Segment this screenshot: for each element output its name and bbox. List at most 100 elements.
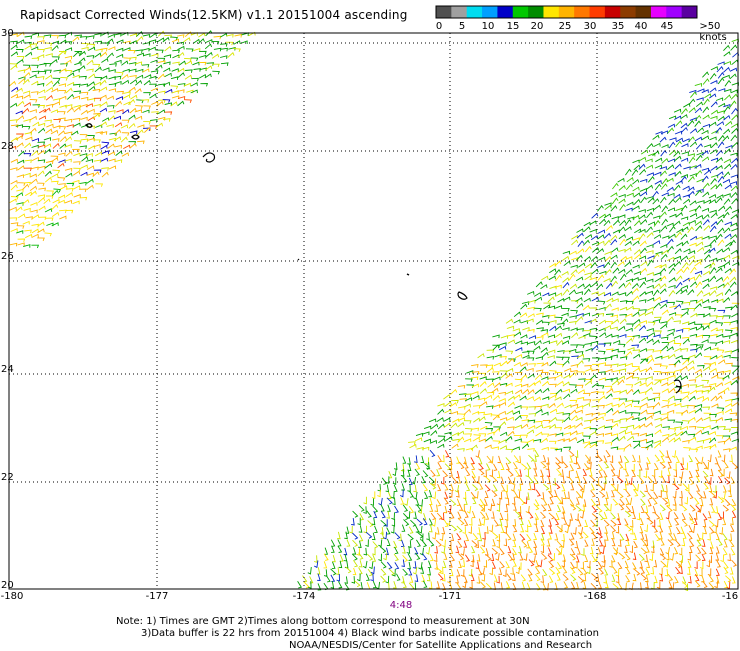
wind-barb — [505, 382, 513, 387]
wind-barb — [531, 482, 536, 491]
wind-barb — [661, 192, 669, 197]
wind-barb — [486, 349, 495, 354]
wind-barb — [710, 315, 718, 319]
wind-barb — [561, 533, 565, 542]
wind-barb — [662, 433, 670, 438]
wind-barb — [689, 165, 697, 169]
wind-barb — [366, 582, 371, 590]
wind-barb — [674, 170, 682, 177]
wind-barb — [675, 231, 683, 238]
wind-barb — [498, 398, 506, 402]
wind-barb — [53, 125, 61, 129]
wind-barb — [554, 332, 563, 338]
wind-barb — [491, 387, 499, 393]
wind-barb — [193, 47, 201, 52]
wind-barb — [149, 83, 157, 88]
wind-barb — [15, 206, 23, 212]
wind-barb — [163, 61, 171, 66]
wind-barb — [604, 442, 613, 446]
wind-barb — [653, 491, 659, 499]
wind-barb — [548, 512, 555, 520]
wind-barb — [302, 575, 308, 583]
wind-barb — [653, 440, 662, 444]
wind-barb — [696, 384, 704, 389]
wind-barb — [597, 229, 606, 234]
wind-barb — [645, 366, 653, 373]
wind-barb — [730, 185, 738, 192]
wind-barb — [491, 475, 498, 483]
wind-barb — [716, 248, 724, 254]
wind-barb — [25, 136, 33, 141]
wind-barb — [574, 513, 579, 522]
wind-barb — [662, 399, 670, 404]
wind-barb — [612, 229, 621, 234]
wind-barb — [646, 278, 654, 283]
wind-barb — [436, 417, 444, 422]
wind-barb — [710, 80, 718, 85]
wind-barb — [596, 505, 603, 513]
wind-barb — [722, 340, 731, 344]
wind-barb — [729, 446, 737, 451]
wind-barb — [654, 379, 662, 386]
wind-barb — [701, 150, 709, 156]
wind-barb — [681, 240, 689, 247]
wind-barb — [723, 193, 731, 197]
wind-barb — [590, 546, 594, 555]
wind-barb — [584, 380, 593, 386]
wind-barb — [731, 227, 739, 232]
wind-barb — [666, 499, 671, 507]
wind-barb — [533, 462, 537, 470]
wind-barb — [611, 247, 619, 253]
wind-barb — [601, 560, 606, 568]
wind-barb — [554, 269, 561, 276]
wind-barb — [143, 127, 152, 133]
wind-barb — [31, 80, 39, 86]
wind-barb — [514, 424, 522, 429]
wind-barb — [569, 436, 577, 442]
wind-barb — [638, 156, 647, 162]
wind-barb — [688, 517, 695, 525]
wind-barb — [406, 546, 411, 554]
wind-barb — [646, 143, 654, 150]
wind-barb — [667, 381, 676, 386]
wind-barb — [22, 220, 30, 225]
wind-barb — [524, 524, 529, 533]
wind-barb — [673, 503, 677, 512]
wind-barb — [456, 489, 460, 498]
wind-barb — [38, 144, 46, 149]
wind-barb — [502, 569, 507, 578]
wind-barb — [668, 339, 676, 344]
wind-barb — [557, 562, 563, 570]
wind-barb — [164, 111, 173, 115]
wind-barb — [433, 554, 438, 563]
wind-barb — [407, 463, 412, 471]
wind-barb — [78, 57, 86, 64]
wind-barb — [699, 568, 703, 577]
wind-barb — [468, 518, 473, 526]
wind-barb — [717, 512, 722, 521]
wind-barb — [114, 122, 123, 128]
wind-barb — [157, 57, 166, 62]
wind-barb — [505, 561, 510, 569]
scale-label: 0 — [435, 21, 443, 32]
wind-barb — [631, 377, 640, 381]
wind-barb — [666, 316, 674, 323]
wind-barb — [689, 333, 698, 338]
wind-barb — [668, 519, 673, 528]
wind-barb — [121, 132, 130, 136]
wind-barb — [37, 228, 45, 234]
wind-barb — [611, 422, 619, 429]
wind-barb — [151, 101, 159, 105]
wind-barb — [646, 560, 650, 568]
wind-barb — [715, 340, 724, 344]
wind-barb — [689, 389, 698, 395]
wind-barb — [493, 376, 501, 381]
wind-barb — [723, 580, 729, 589]
wind-barb — [646, 338, 654, 344]
wind-barb — [702, 461, 708, 470]
wind-barb — [687, 405, 696, 409]
wind-barb — [680, 157, 689, 162]
wind-barb — [561, 484, 566, 492]
wind-barb — [543, 483, 550, 491]
wind-barb — [687, 226, 694, 234]
